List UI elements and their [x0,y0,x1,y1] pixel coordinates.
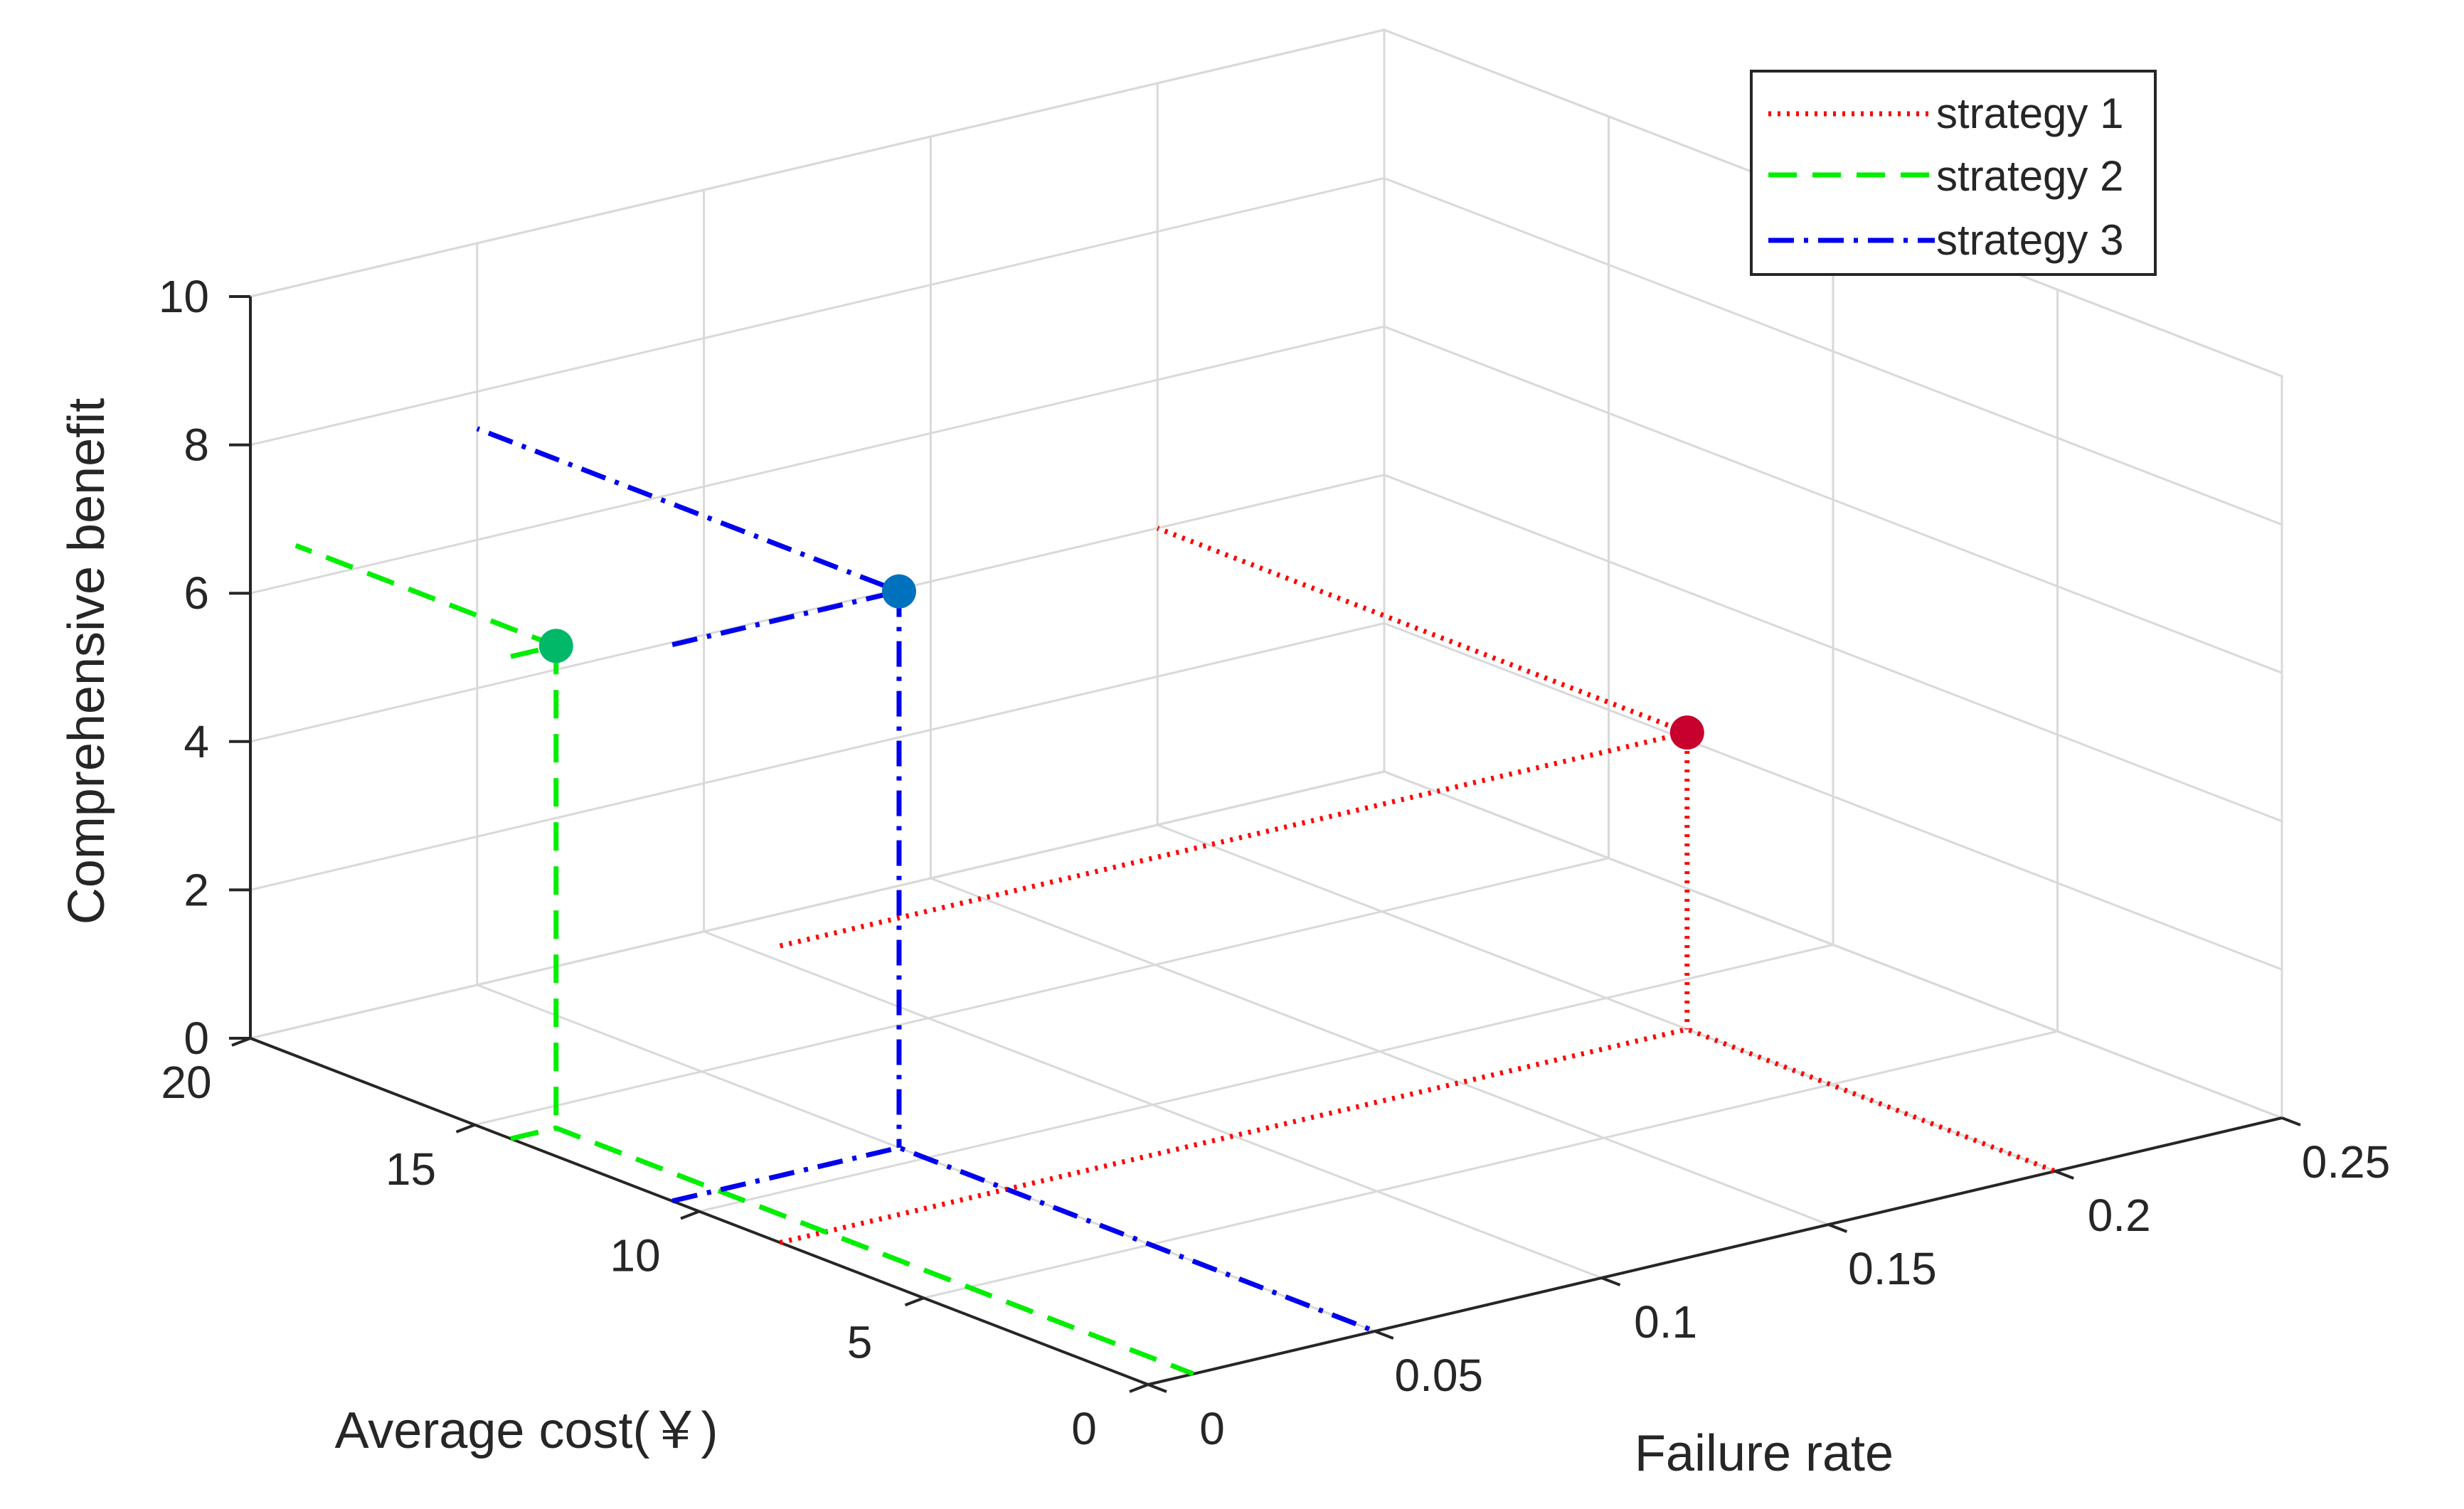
series-1-floor-projection [779,1026,2056,1245]
series-3-wall-projection [476,426,908,648]
y-axis-label: Average cost(￥) [335,1402,718,1459]
series-2-point-marker[interactable] [538,629,573,663]
side-grid-z-4 [1384,177,2283,526]
x-tick-mark-4 [2054,1170,2074,1180]
y-tick-mark-0 [1129,1383,1149,1393]
back-grid-z-5 [250,28,1385,298]
z-tick-label-0: 0 [184,1013,209,1064]
z-tick-label-5: 10 [159,271,209,322]
x-tick-mark-2 [1600,1276,1621,1286]
x-tick-label-0: 0 [1199,1403,1225,1454]
z-tick-label-4: 8 [184,420,209,471]
back-grid-z-3 [250,325,1385,594]
back-grid-z-0 [250,770,1385,1040]
side-grid-z-2 [1384,474,2283,823]
z-axis-label: Comprehensive benefit [58,398,115,924]
legend-label-strategy-2: strategy 2 [1936,152,2123,200]
y-tick-mark-3 [455,1123,476,1134]
z-tick-label-2: 4 [184,716,209,767]
x-tick-label-5: 0.25 [2302,1136,2391,1188]
x-tick-label-1: 0.05 [1395,1350,1484,1401]
x-tick-mark-5 [2281,1116,2301,1126]
series-1-point-marker[interactable] [1669,715,1704,750]
legend-label-strategy-3: strategy 3 [1936,216,2123,264]
x-tick-label-3: 0.15 [1848,1243,1937,1294]
x-tick-label-2: 0.1 [1634,1296,1697,1348]
y-tick-mark-1 [904,1296,925,1307]
z-tick-label-3: 6 [184,567,209,619]
x-tick-mark-3 [1827,1223,1848,1233]
y-tick-label-4: 20 [161,1057,211,1108]
x-axis-line [1147,1116,2283,1386]
series-3-floor-projection [671,1145,1376,1334]
side-grid-z-1 [1384,622,2283,971]
x-axis-label: Failure rate [1635,1425,1894,1482]
x-tick-label-4: 0.2 [2088,1190,2151,1241]
side-grid-z-3 [1384,325,2283,674]
series-2-wall-projection [294,543,565,659]
series-3-point-marker[interactable] [881,574,916,609]
y-tick-label-2: 10 [610,1230,660,1281]
x-tick-mark-0 [1147,1383,1167,1393]
back-grid-z-1 [250,622,1385,891]
back-grid-z-4 [250,177,1385,447]
floor-grid-y-3 [474,857,1609,1126]
y-tick-label-0: 0 [1071,1403,1097,1454]
z-tick-label-1: 2 [184,864,209,915]
y-tick-label-1: 5 [847,1316,873,1367]
data-markers [538,574,1704,750]
floor-grid-y-2 [699,944,1834,1212]
series-2-floor-projection [510,1125,1195,1377]
axes [229,295,2301,1393]
floor-grid-y-1 [923,1030,2058,1299]
legend-label-strategy-1: strategy 1 [1936,90,2123,137]
series-lines [294,426,2056,1377]
legend[interactable]: strategy 1 strategy 2 strategy 3 [1750,70,2157,276]
x-tick-mark-1 [1374,1330,1394,1340]
y-tick-label-3: 15 [386,1143,436,1195]
y-tick-mark-2 [680,1210,700,1220]
side-grid-z-0 [1384,770,2283,1119]
back-pane-cost-max [249,28,1386,1040]
